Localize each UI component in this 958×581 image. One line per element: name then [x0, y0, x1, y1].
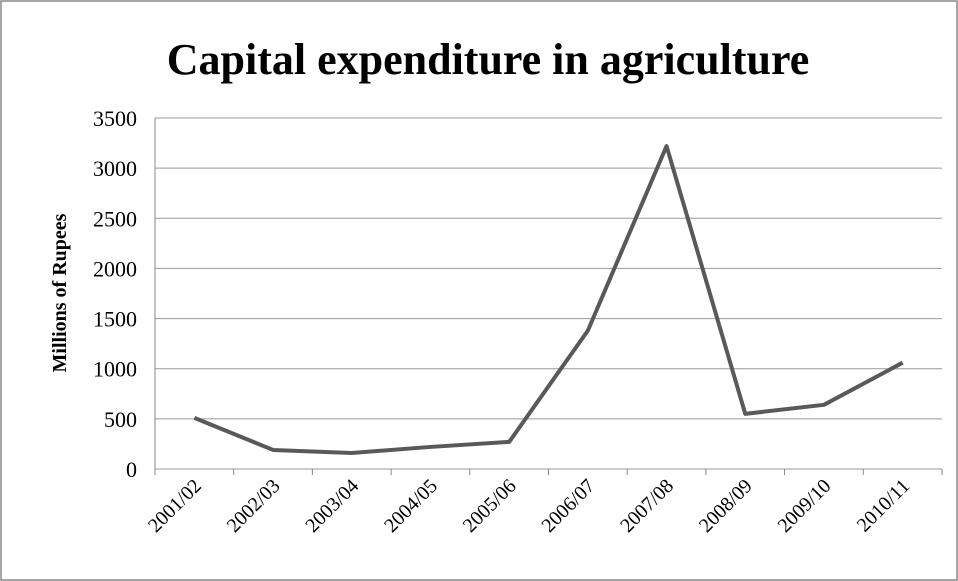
- y-axis-label: Millions of Rupees: [49, 213, 71, 372]
- chart-title: Capital expenditure in agriculture: [167, 35, 810, 84]
- y-tick-label: 1500: [93, 307, 137, 332]
- data-line: [193, 144, 904, 455]
- y-tick-label: 0: [126, 457, 137, 482]
- y-tick-label: 3000: [93, 156, 137, 181]
- y-tick-label: 1000: [93, 357, 137, 382]
- y-tick-label: 500: [104, 407, 137, 432]
- y-tick-label: 3500: [93, 106, 137, 131]
- y-tick-label: 2500: [93, 206, 137, 231]
- y-tick-label: 2000: [93, 256, 137, 281]
